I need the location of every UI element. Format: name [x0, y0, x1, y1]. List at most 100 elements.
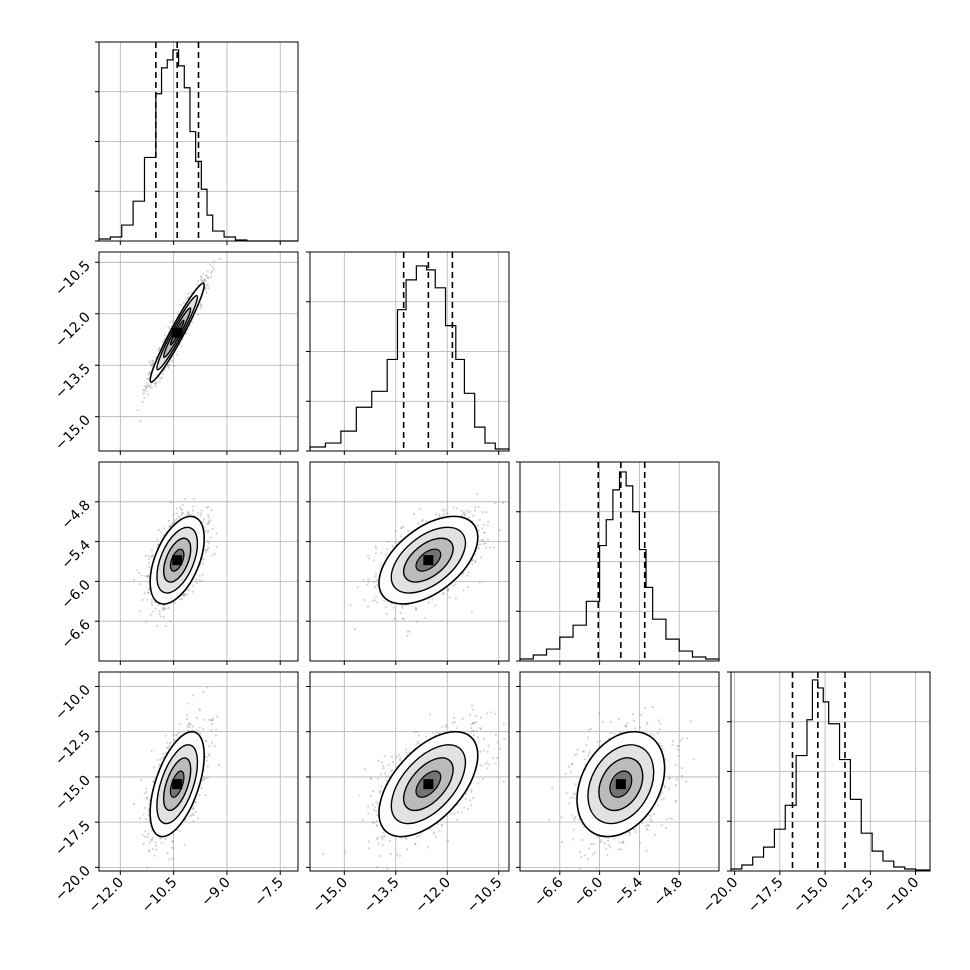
scatter-point — [203, 548, 207, 551]
scatter-point — [467, 511, 470, 514]
scatter-point — [187, 296, 190, 299]
scatter-point — [163, 334, 166, 337]
scatter-point — [180, 597, 183, 600]
scatter-point — [198, 707, 201, 710]
scatter-point — [184, 498, 187, 501]
scatter-point — [173, 519, 176, 522]
scatter-point — [167, 858, 170, 861]
scatter-point — [169, 501, 173, 504]
scatter-point — [421, 518, 424, 522]
scatter-point — [501, 501, 505, 505]
scatter-point — [374, 552, 377, 555]
scatter-point — [201, 521, 204, 524]
scatter-point — [391, 544, 394, 548]
pair-panel-1-2 — [309, 461, 510, 662]
scatter-point — [188, 588, 191, 592]
scatter-point — [152, 362, 155, 365]
scatter-point — [213, 744, 216, 747]
scatter-point — [191, 725, 195, 728]
scatter-point — [215, 728, 218, 731]
scatter-point — [203, 279, 206, 282]
scatter-point — [178, 505, 182, 508]
scatter-point — [353, 628, 357, 631]
scatter-point — [184, 297, 187, 300]
scatter-point — [198, 574, 201, 578]
scatter-point — [151, 836, 155, 839]
scatter-point — [437, 513, 441, 516]
scatter-point — [159, 377, 162, 380]
scatter-point — [198, 579, 201, 582]
scatter-point — [154, 841, 157, 844]
scatter-point — [211, 554, 214, 557]
scatter-point — [447, 588, 450, 591]
scatter-point — [149, 613, 152, 616]
scatter-point — [485, 511, 488, 514]
scatter-point — [148, 385, 151, 388]
scatter-point — [201, 562, 205, 565]
scatter-point — [207, 516, 210, 519]
scatter-point — [186, 292, 190, 295]
histogram-panel-3 — [727, 671, 931, 872]
scatter-point — [207, 753, 211, 756]
scatter-point — [138, 571, 141, 575]
scatter-point — [144, 554, 147, 557]
scatter-point — [191, 321, 194, 324]
scatter-point — [148, 799, 151, 802]
scatter-point — [215, 545, 218, 549]
scatter-point — [362, 578, 365, 581]
scatter-point — [154, 844, 158, 847]
scatter-point — [141, 400, 144, 403]
scatter-point — [205, 280, 208, 283]
scatter-point — [180, 509, 183, 512]
scatter-point — [192, 805, 195, 808]
scatter-point — [366, 605, 370, 608]
scatter-point — [173, 602, 176, 605]
scatter-point — [205, 548, 208, 552]
scatter-point — [405, 848, 409, 851]
density-peak — [172, 555, 183, 566]
scatter-point — [146, 591, 149, 594]
scatter-point — [431, 598, 434, 601]
scatter-point — [144, 818, 148, 821]
scatter-point — [397, 753, 400, 756]
scatter-point — [205, 291, 208, 294]
scatter-point — [371, 599, 374, 602]
scatter-point — [156, 543, 160, 546]
scatter-point — [160, 531, 163, 534]
scatter-point — [380, 551, 383, 554]
scatter-point — [375, 584, 379, 587]
scatter-point — [415, 620, 418, 623]
scatter-point — [187, 721, 191, 724]
scatter-point — [477, 543, 480, 546]
scatter-point — [211, 270, 214, 273]
scatter-point — [182, 594, 185, 598]
scatter-point — [206, 548, 209, 552]
scatter-point — [211, 527, 215, 530]
scatter-point — [205, 274, 209, 277]
panel-frame — [98, 461, 299, 662]
scatter-point — [197, 280, 200, 283]
density-peak — [172, 327, 183, 338]
scatter-point — [191, 590, 194, 593]
scatter-point — [200, 304, 203, 307]
scatter-point — [199, 278, 203, 281]
scatter-point — [181, 511, 185, 515]
scatter-point — [207, 514, 210, 517]
histogram-step — [730, 679, 931, 871]
scatter-point — [209, 536, 212, 539]
scatter-point — [170, 359, 174, 363]
scatter-point — [172, 738, 176, 741]
scatter-point — [372, 580, 376, 584]
scatter-point — [151, 598, 154, 601]
scatter-point — [465, 509, 468, 512]
scatter-point — [172, 513, 175, 516]
scatter-point — [183, 593, 187, 597]
scatter-point — [367, 581, 370, 584]
scatter-point — [176, 353, 179, 356]
scatter-point — [148, 841, 152, 844]
scatter-point — [492, 546, 496, 549]
scatter-point — [209, 275, 212, 279]
scatter-point — [204, 794, 207, 797]
scatter-point — [161, 372, 164, 376]
scatter-point — [143, 592, 146, 595]
